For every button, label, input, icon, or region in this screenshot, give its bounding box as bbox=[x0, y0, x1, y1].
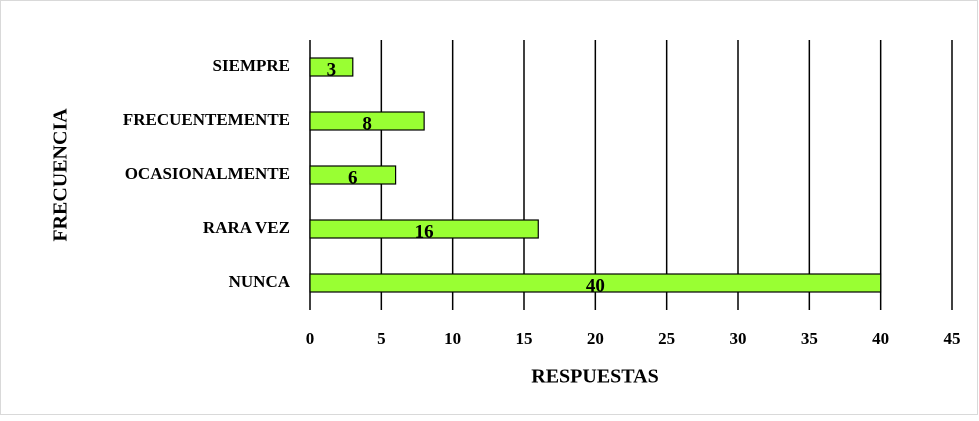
data-label: 16 bbox=[415, 221, 434, 242]
x-tick-label: 25 bbox=[658, 329, 675, 348]
data-label: 8 bbox=[362, 113, 372, 134]
x-tick-label: 20 bbox=[587, 329, 604, 348]
x-tick-label: 30 bbox=[730, 329, 747, 348]
data-label: 6 bbox=[348, 167, 358, 188]
x-tick-label: 15 bbox=[516, 329, 533, 348]
data-label: 3 bbox=[327, 59, 337, 80]
x-tick-label: 45 bbox=[944, 329, 961, 348]
data-label: 40 bbox=[586, 275, 605, 296]
x-axis-label: RESPUESTAS bbox=[531, 366, 658, 388]
bar bbox=[309, 273, 882, 293]
bar bbox=[309, 165, 397, 185]
x-tick-label: 40 bbox=[872, 329, 889, 348]
bar bbox=[309, 111, 425, 131]
y-tick-label: SIEMPRE bbox=[213, 56, 290, 75]
bar bbox=[309, 57, 354, 77]
y-axis-label: FRECUENCIA bbox=[50, 108, 72, 242]
y-tick-label: NUNCA bbox=[229, 272, 291, 291]
x-tick-label: 0 bbox=[306, 329, 315, 348]
x-tick-label: 10 bbox=[444, 329, 461, 348]
x-tick-label: 35 bbox=[801, 329, 818, 348]
x-tick-label: 5 bbox=[377, 329, 386, 348]
bar bbox=[309, 219, 539, 239]
y-tick-label: FRECUENTEMENTE bbox=[123, 110, 290, 129]
y-tick-label: OCASIONALMENTE bbox=[125, 164, 290, 183]
y-tick-label: RARA VEZ bbox=[203, 218, 290, 237]
